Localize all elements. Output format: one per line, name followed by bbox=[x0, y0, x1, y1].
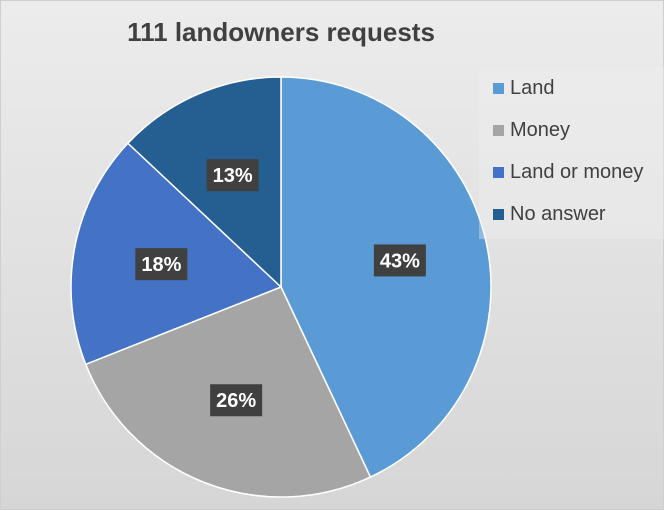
legend-item-land-or-money: Land or money bbox=[493, 161, 643, 184]
legend: Land Money Land or money No answer bbox=[479, 67, 664, 239]
data-label-box bbox=[373, 244, 426, 277]
legend-swatch-land bbox=[493, 83, 504, 94]
pie-slice-no-answer bbox=[126, 76, 282, 289]
legend-item-no-answer: No answer bbox=[493, 203, 606, 226]
data-label-land-or-money: 18% bbox=[135, 248, 188, 281]
legend-item-money: Money bbox=[493, 119, 570, 142]
data-label-box bbox=[135, 248, 188, 281]
legend-label-no-answer: No answer bbox=[510, 203, 606, 225]
data-label-text: 18% bbox=[141, 254, 181, 276]
data-label-box bbox=[210, 384, 263, 417]
data-label-text: 13% bbox=[213, 165, 253, 187]
pie-slice-land bbox=[280, 76, 492, 479]
legend-swatch-no-answer bbox=[493, 209, 504, 220]
legend-swatch-land-or-money bbox=[493, 167, 504, 178]
data-label-land: 43% bbox=[373, 244, 426, 277]
legend-label-land: Land bbox=[510, 77, 555, 99]
slice-labels: 43% 26% 18% 13% bbox=[135, 159, 426, 417]
data-label-no-answer: 13% bbox=[206, 159, 259, 192]
legend-label-money: Money bbox=[510, 119, 571, 141]
data-label-money: 26% bbox=[210, 384, 263, 417]
chart-title: 111 landowners requests bbox=[127, 17, 435, 47]
legend-item-land: Land bbox=[493, 77, 555, 100]
pie-slices bbox=[70, 76, 492, 498]
legend-label-land-or-money: Land or money bbox=[510, 161, 644, 183]
data-label-box bbox=[206, 159, 259, 192]
legend-swatch-money bbox=[493, 125, 504, 136]
data-label-text: 26% bbox=[216, 390, 256, 412]
data-label-text: 43% bbox=[380, 250, 420, 272]
